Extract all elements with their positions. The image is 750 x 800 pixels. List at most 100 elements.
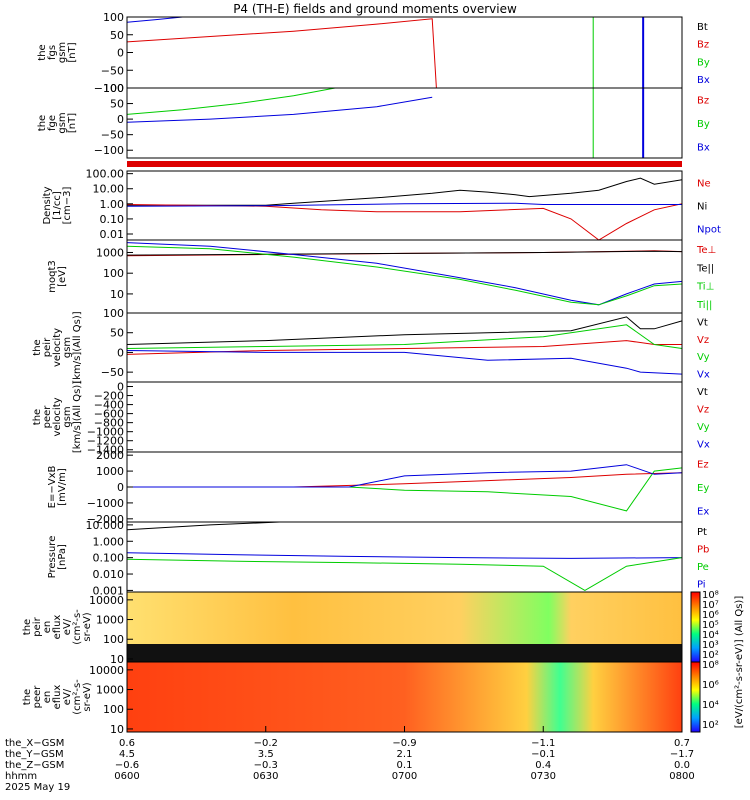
legend-entry: Vy (697, 352, 710, 363)
y-tick-label: 0.100 (93, 552, 125, 565)
y-axis-label-line: [nT] (67, 113, 78, 133)
ephemeris-value: 0.6 (119, 738, 135, 749)
y-axis-label-line: [nPa] (57, 544, 68, 570)
legend-entry: Pt (697, 527, 707, 538)
y-tick-label: −800 (94, 417, 124, 430)
peir_vel-series-Vx (126, 350, 683, 375)
y-tick-label: 10000 (89, 594, 124, 607)
ephemeris-value: −0.2 (254, 738, 278, 749)
y-axis-label: E=−VxB[mV/m] (47, 466, 68, 509)
legend-entry: Pb (697, 544, 709, 555)
y-tick-label: 50 (110, 29, 124, 42)
y-tick-label: 50 (110, 98, 124, 111)
legend-entry: Vx (697, 439, 710, 450)
date-label: 2025 May 19 (5, 782, 70, 793)
y-tick-label: 1000 (96, 246, 124, 259)
panel-frame-peer_vel (126, 381, 683, 453)
ephemeris-value: 0.0 (674, 760, 690, 771)
legend-entry: Ne (697, 179, 711, 190)
y-axis-label-line: peir (42, 337, 53, 357)
y-axis-label: moqt3[eV] (47, 260, 68, 293)
legend-entry: Vz (697, 404, 709, 415)
ephemeris-value: 0700 (392, 771, 417, 782)
y-axis-label-line: the (37, 115, 48, 131)
colorbar-tick-label: 10⁴ (702, 630, 719, 641)
legend-entry: Ti⊥ (696, 282, 714, 293)
temp-series-Te|| (126, 250, 683, 256)
y-axis-label: thepeirenefluxeV/(cm²-s-sr-eV) (22, 609, 93, 645)
y-tick-label: 10000 (89, 664, 124, 677)
colorbar-tick-label: 10² (702, 650, 719, 661)
fge-series-Bx (126, 96, 433, 123)
y-tick-label: 0.10 (100, 213, 125, 226)
efield-series-Ey (127, 467, 683, 512)
chart-title: P4 (TH-E) fields and ground moments over… (233, 2, 517, 16)
fgs-series-Bx (126, 16, 183, 23)
y-axis-label: thepeervelocitygsm[km/s](All Qs)] (32, 381, 83, 453)
pressure-series-Pi (126, 552, 683, 559)
pressure-series-Pt (126, 521, 280, 531)
legend-entry: By (697, 57, 710, 68)
y-tick-label: 10 (110, 723, 124, 736)
y-axis-label: thefgegsm[nT] (37, 112, 78, 133)
legend-entry: Ey (697, 483, 709, 494)
y-axis-label-line: [km/s](All Qs)] (72, 381, 83, 453)
y-axis-label-line: velocity (52, 397, 63, 436)
legend-entry: Ni (697, 202, 707, 213)
y-axis-label-line: the (32, 409, 43, 425)
ephemeris-label: the_Y−GSM (5, 749, 64, 760)
y-axis-label-line: [mV/m] (57, 468, 68, 506)
y-tick-label: 1000 (96, 465, 124, 478)
y-tick-label: 10 (110, 653, 124, 666)
ephemeris-value: 0800 (669, 771, 694, 782)
y-axis-label-line: the (22, 689, 33, 705)
colorbar-tick-label: 10⁷ (702, 600, 719, 611)
legend-entry: Ex (697, 506, 709, 517)
y-axis-label-line: moqt3 (47, 260, 58, 293)
y-tick-label: 0 (117, 113, 124, 126)
y-axis-label: thefgsgsm[nT] (37, 42, 78, 63)
legend-entry: Ti|| (696, 300, 712, 311)
y-tick-label: −600 (94, 408, 124, 421)
y-tick-label: 10 (110, 288, 124, 301)
y-tick-label: 50 (110, 327, 124, 340)
y-tick-label: −400 (94, 399, 124, 412)
fgs-series-Bz (126, 18, 437, 89)
y-tick-label: −200 (94, 390, 124, 403)
electron-spectrogram (127, 662, 682, 732)
y-axis-label-line: peer (32, 685, 43, 709)
density-series-Ne (126, 203, 683, 241)
legend-entry: Pi (697, 579, 706, 590)
colorbar-tick-label: 10⁶ (702, 680, 719, 691)
y-tick-label: 100 (103, 267, 124, 280)
pressure-series-Pe (126, 557, 683, 591)
y-tick-label: −50 (101, 129, 124, 142)
y-axis-label-line: Density (42, 186, 53, 224)
legend-entry: Ez (697, 460, 709, 471)
y-tick-label: 1000 (96, 614, 124, 627)
colorbar-tick-label: 10⁵ (702, 620, 719, 631)
y-axis-label-line: eflux (52, 685, 63, 710)
y-axis-label-line: [nT] (67, 42, 78, 62)
y-axis-label-line: sr-eV) (82, 612, 93, 641)
legend-entry: Pe (697, 562, 709, 573)
y-axis-label-line: eV/ (62, 618, 73, 635)
colorbar-tick-label: 10⁴ (702, 700, 719, 711)
y-axis-label-line: gsm (57, 112, 68, 133)
legend-entry: Bz (697, 40, 709, 51)
y-tick-label: −1000 (87, 426, 124, 439)
colorbar-tick-label: 10³ (702, 640, 719, 651)
y-axis-label-line: fgs (47, 45, 58, 60)
y-tick-label: −1000 (87, 497, 124, 510)
y-axis-label-line: fge (47, 115, 58, 131)
y-axis-label-line: sr-eV) (82, 682, 93, 711)
temp-series-Ti|| (126, 245, 683, 306)
y-tick-label: −50 (101, 366, 124, 379)
y-axis-label-line: [km/s](All Qs)] (72, 311, 83, 383)
y-tick-label: −100 (94, 144, 124, 157)
y-tick-label: 100.00 (86, 168, 125, 181)
ephemeris-label: the_X−GSM (5, 738, 64, 749)
ephemeris-value: 3.5 (258, 749, 274, 760)
ephemeris-value: −1.1 (531, 738, 555, 749)
y-tick-label: 1.000 (93, 535, 125, 548)
